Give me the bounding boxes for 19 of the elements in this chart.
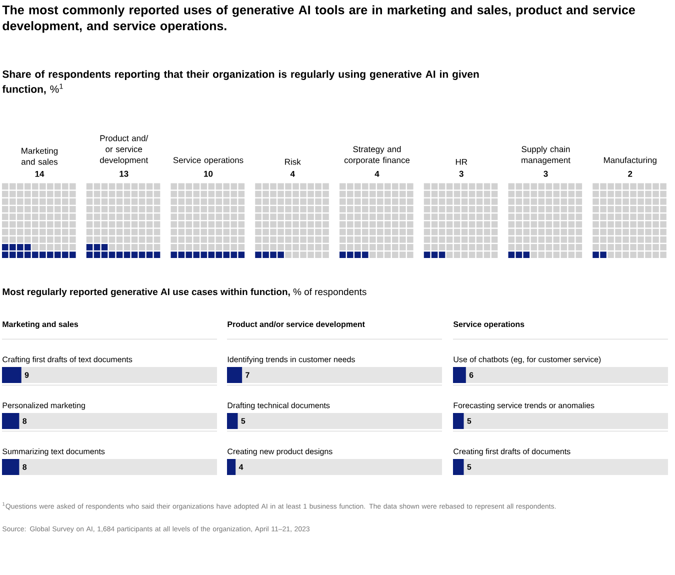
category-label: Supply chain management bbox=[522, 146, 570, 165]
category-label: Product and/ or service development bbox=[100, 134, 148, 165]
data-label: 3 bbox=[459, 170, 464, 177]
category-label: HR bbox=[456, 158, 468, 165]
category-label: Service operations bbox=[173, 156, 244, 165]
category-label: Strategy and corporate finance bbox=[344, 146, 410, 165]
data-label: 2 bbox=[628, 170, 632, 177]
category-label: Manufacturing bbox=[604, 156, 656, 165]
data-label: 14 bbox=[35, 170, 44, 177]
chart-title: Most regularly reported generative AI use cases within function, % of respondents bbox=[2, 288, 366, 298]
text: Share of respondents reporting that their organization is regularly using generative AI in given function, %$^{1}$ bbox=[2, 70, 479, 94]
category-label: Risk bbox=[285, 158, 301, 165]
data-label: 10 bbox=[204, 170, 213, 177]
data-label: 3 bbox=[544, 170, 548, 177]
text: The most commonly reported uses of generative AI tools are in marketing and sales, product and service development, and service operations. bbox=[2, 5, 635, 33]
category-label: Marketing and sales bbox=[22, 148, 58, 165]
data-label: 13 bbox=[120, 170, 128, 177]
data-label: 4 bbox=[290, 170, 295, 177]
data-label: 4 bbox=[374, 170, 380, 177]
